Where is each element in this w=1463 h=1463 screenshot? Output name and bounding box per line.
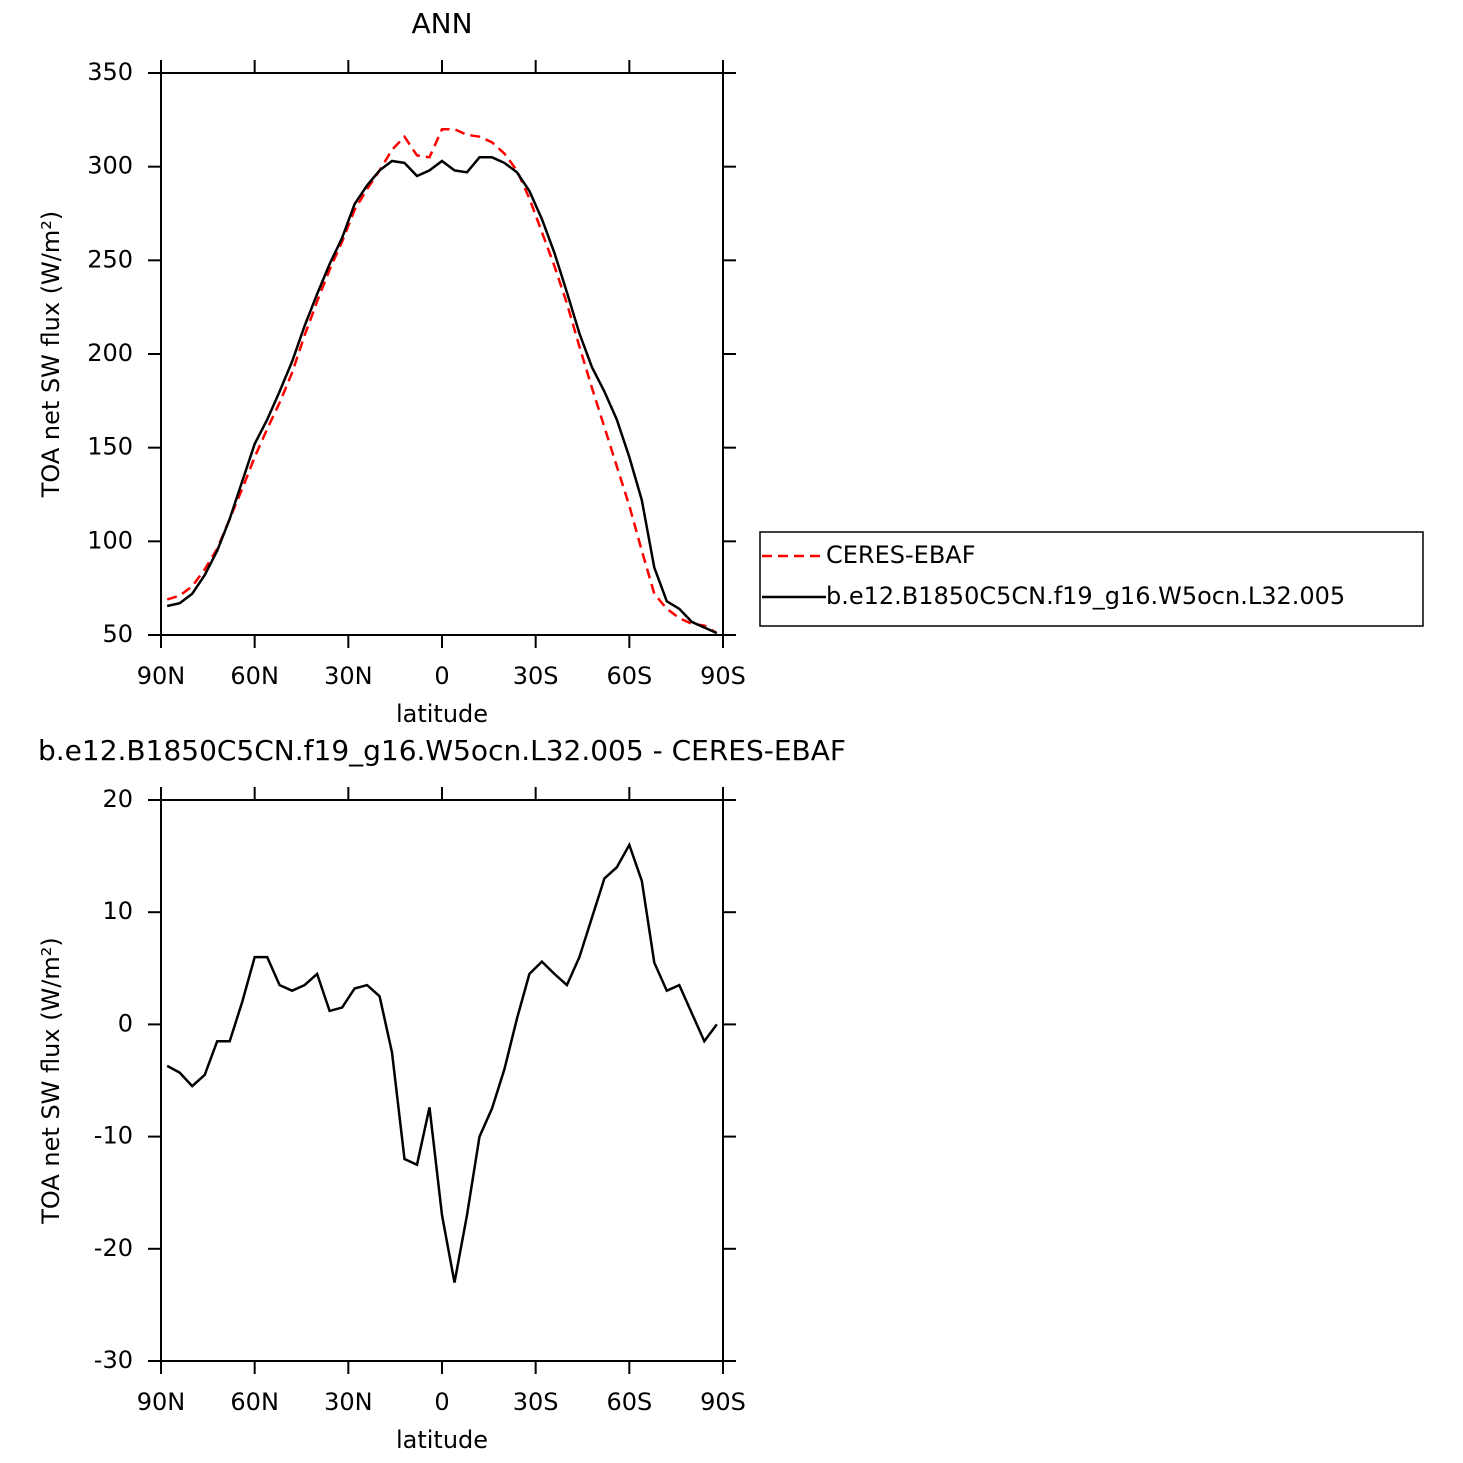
x-tick-label: 60N — [230, 662, 279, 690]
y-tick-label: 20 — [102, 785, 133, 813]
y-axis-label: TOA net SW flux (W/m²) — [37, 211, 65, 499]
legend-label: b.e12.B1850C5CN.f19_g16.W5ocn.L32.005 — [826, 582, 1345, 610]
y-tick-label: 100 — [87, 526, 133, 554]
data-line — [166, 156, 718, 635]
y-tick-label: 150 — [87, 433, 133, 461]
x-tick-label: 90N — [137, 1388, 186, 1416]
y-tick-label: -20 — [94, 1234, 133, 1262]
x-tick-label: 30N — [324, 1388, 373, 1416]
x-axis-label: latitude — [396, 700, 488, 728]
y-tick-label: 10 — [102, 897, 133, 925]
x-tick-label: 0 — [434, 662, 449, 690]
x-tick-label: 60S — [606, 1388, 652, 1416]
y-tick-label: 300 — [87, 152, 133, 180]
plot-frame — [160, 72, 724, 636]
data-line — [166, 841, 718, 1283]
x-tick-label: 60S — [606, 662, 652, 690]
x-tick-label: 90S — [700, 662, 746, 690]
chart-title: ANN — [411, 7, 472, 40]
legend-box — [759, 531, 1424, 627]
x-axis-label: latitude — [396, 1426, 488, 1454]
y-tick-label: 250 — [87, 245, 133, 273]
y-tick-label: 50 — [102, 620, 133, 648]
x-tick-label: 0 — [434, 1388, 449, 1416]
x-tick-label: 90N — [137, 662, 186, 690]
x-tick-label: 30S — [513, 1388, 559, 1416]
x-tick-label: 60N — [230, 1388, 279, 1416]
plot-frame — [160, 799, 724, 1362]
y-tick-label: -30 — [94, 1346, 133, 1374]
y-axis-label: TOA net SW flux (W/m²) — [37, 937, 65, 1225]
y-tick-label: 200 — [87, 339, 133, 367]
y-tick-label: -10 — [94, 1122, 133, 1150]
y-tick-label: 0 — [118, 1009, 133, 1037]
legend-label: CERES-EBAF — [826, 541, 976, 569]
data-line — [166, 127, 718, 635]
chart-title: b.e12.B1850C5CN.f19_g16.W5ocn.L32.005 - … — [38, 734, 846, 767]
y-tick-label: 350 — [87, 58, 133, 86]
x-tick-label: 30S — [513, 662, 559, 690]
x-tick-label: 30N — [324, 662, 373, 690]
x-tick-label: 90S — [700, 1388, 746, 1416]
